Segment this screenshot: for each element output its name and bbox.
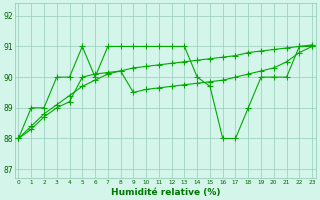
X-axis label: Humidité relative (%): Humidité relative (%) bbox=[110, 188, 220, 197]
